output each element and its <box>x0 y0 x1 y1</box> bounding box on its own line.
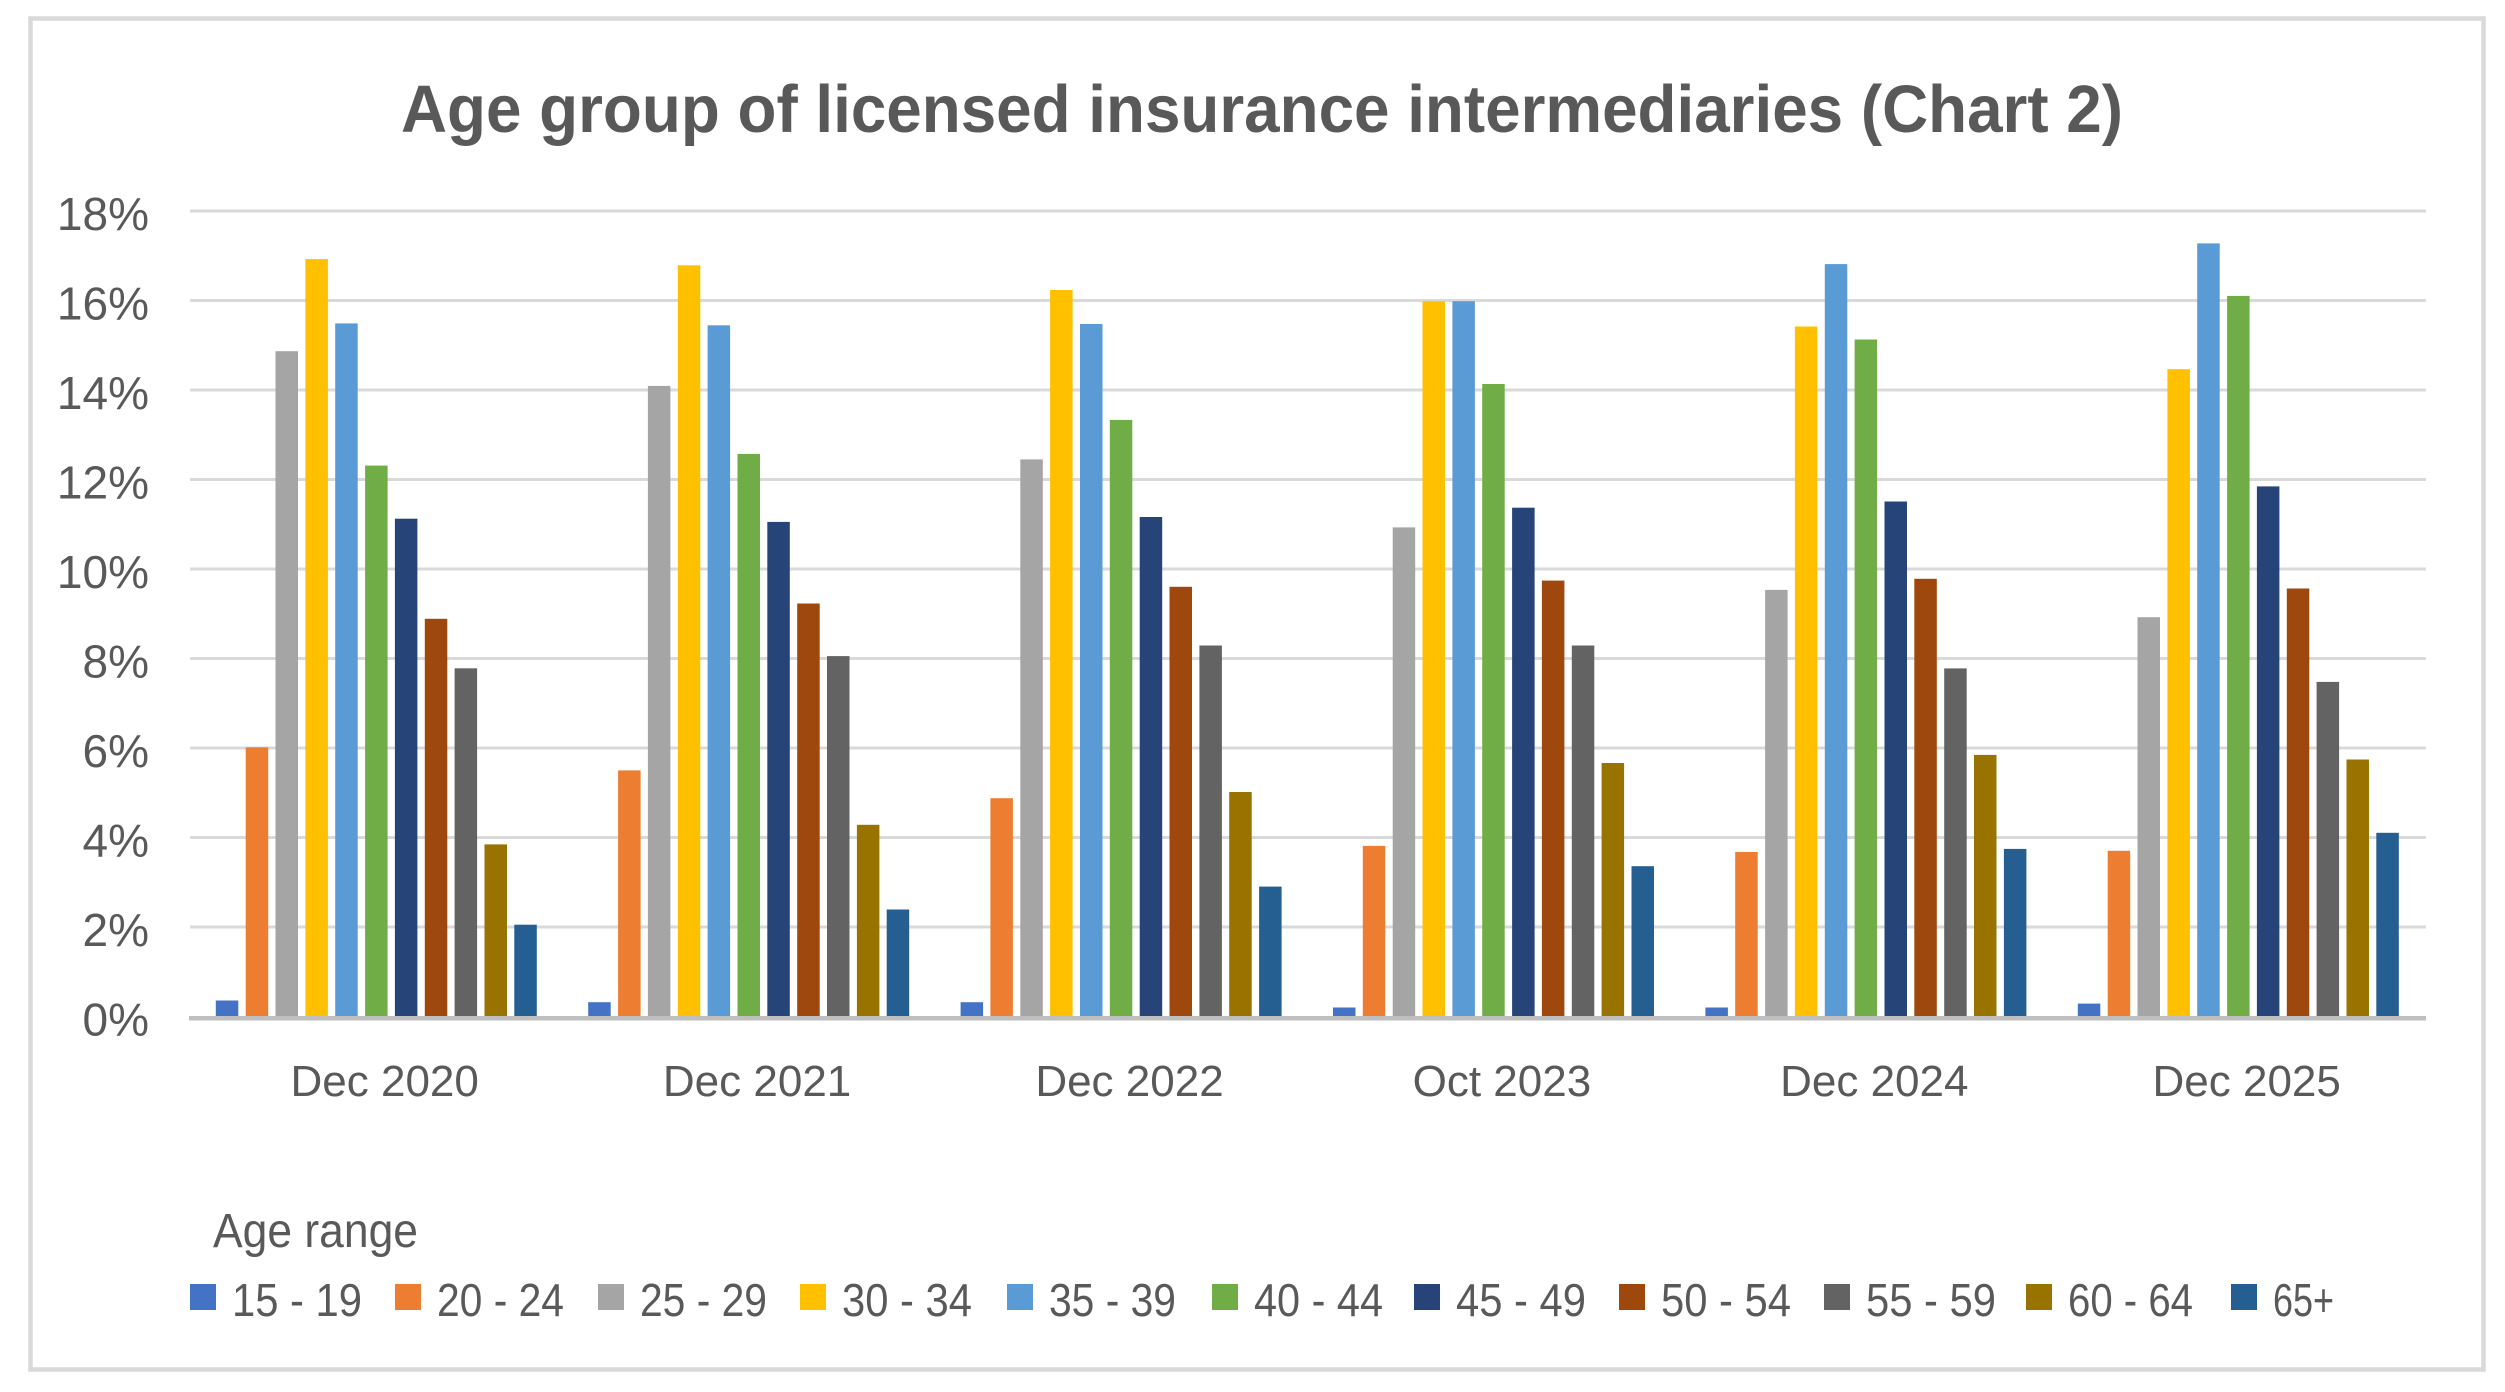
svg-text:6%: 6% <box>83 725 149 777</box>
svg-text:4%: 4% <box>83 815 149 867</box>
svg-text:14%: 14% <box>57 367 149 419</box>
svg-text:15 - 19: 15 - 19 <box>232 1274 362 1326</box>
svg-text:65+: 65+ <box>2273 1274 2334 1326</box>
svg-text:8%: 8% <box>83 636 149 688</box>
svg-text:Oct 2023: Oct 2023 <box>1413 1057 1592 1106</box>
svg-text:Dec 2022: Dec 2022 <box>1035 1057 1223 1106</box>
svg-text:20 - 24: 20 - 24 <box>437 1274 564 1326</box>
svg-text:60 - 64: 60 - 64 <box>2068 1274 2193 1326</box>
svg-text:Dec 2020: Dec 2020 <box>291 1057 479 1106</box>
svg-text:50 - 54: 50 - 54 <box>1661 1274 1791 1326</box>
svg-text:10%: 10% <box>57 546 149 598</box>
svg-text:18%: 18% <box>57 188 149 240</box>
svg-text:0%: 0% <box>83 994 149 1046</box>
svg-text:55 - 59: 55 - 59 <box>1866 1274 1996 1326</box>
svg-text:Dec 2024: Dec 2024 <box>1780 1057 1968 1106</box>
svg-text:40 - 44: 40 - 44 <box>1254 1274 1383 1326</box>
svg-text:Age group of licensed insuranc: Age group of licensed insurance intermed… <box>401 72 2123 147</box>
svg-text:2%: 2% <box>83 904 149 956</box>
svg-text:30 - 34: 30 - 34 <box>842 1274 972 1326</box>
svg-text:16%: 16% <box>57 278 149 330</box>
svg-text:Dec 2025: Dec 2025 <box>2153 1057 2341 1106</box>
svg-text:Age range: Age range <box>213 1205 418 1258</box>
svg-text:Dec 2021: Dec 2021 <box>663 1057 851 1106</box>
svg-text:12%: 12% <box>57 457 149 509</box>
svg-text:35 - 39: 35 - 39 <box>1049 1274 1176 1326</box>
svg-text:45 - 49: 45 - 49 <box>1456 1274 1586 1326</box>
svg-text:25 - 29: 25 - 29 <box>640 1274 767 1326</box>
